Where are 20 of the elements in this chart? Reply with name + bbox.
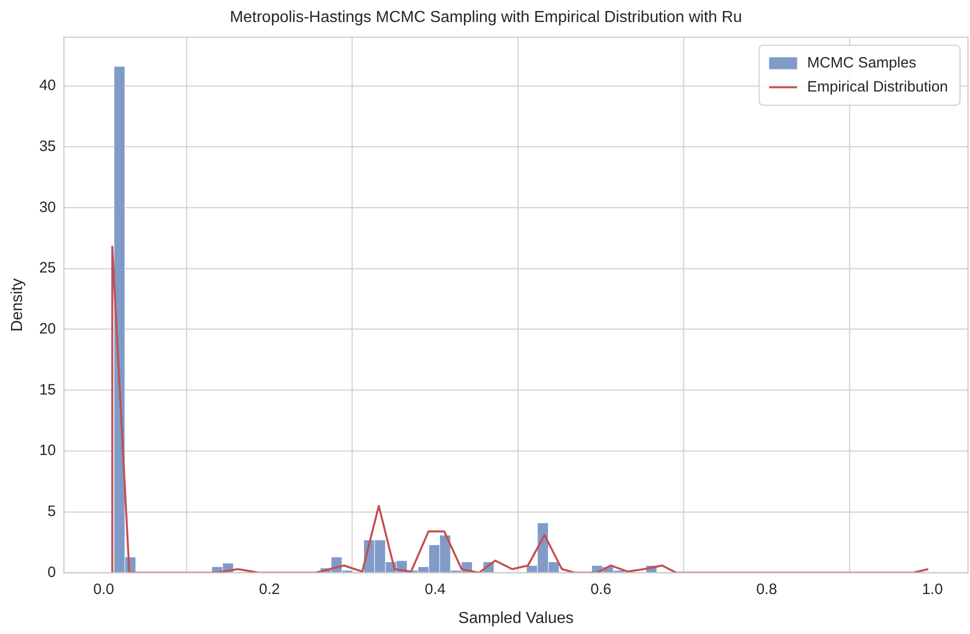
x-axis-title: Sampled Values bbox=[458, 610, 574, 627]
legend-label: Empirical Distribution bbox=[807, 78, 948, 96]
x-tick-label: 0.2 bbox=[258, 580, 280, 598]
y-tick-label: 25 bbox=[39, 260, 56, 277]
y-tick-label: 15 bbox=[39, 381, 56, 398]
y-tick-label: 10 bbox=[39, 442, 56, 460]
chart-title: Metropolis-Hastings MCMC Sampling with Empirical Distribution with Ru bbox=[230, 9, 742, 26]
y-tick-label: 40 bbox=[39, 77, 56, 94]
y-tick-label: 5 bbox=[48, 503, 56, 520]
y-tick-label: 30 bbox=[39, 198, 56, 216]
x-tick-label: 0.4 bbox=[424, 580, 446, 598]
y-axis-title: Density bbox=[9, 278, 26, 332]
x-tick-label: 0.6 bbox=[590, 580, 612, 598]
y-tick-label: 0 bbox=[48, 564, 56, 581]
x-tick-label: 0.0 bbox=[93, 580, 114, 598]
x-tick-label: 0.8 bbox=[756, 580, 778, 598]
y-tick-label: 35 bbox=[39, 138, 56, 155]
x-tick-label: 1.0 bbox=[922, 580, 943, 598]
y-tick-label: 20 bbox=[39, 320, 56, 338]
legend-label: MCMC Samples bbox=[807, 54, 916, 72]
